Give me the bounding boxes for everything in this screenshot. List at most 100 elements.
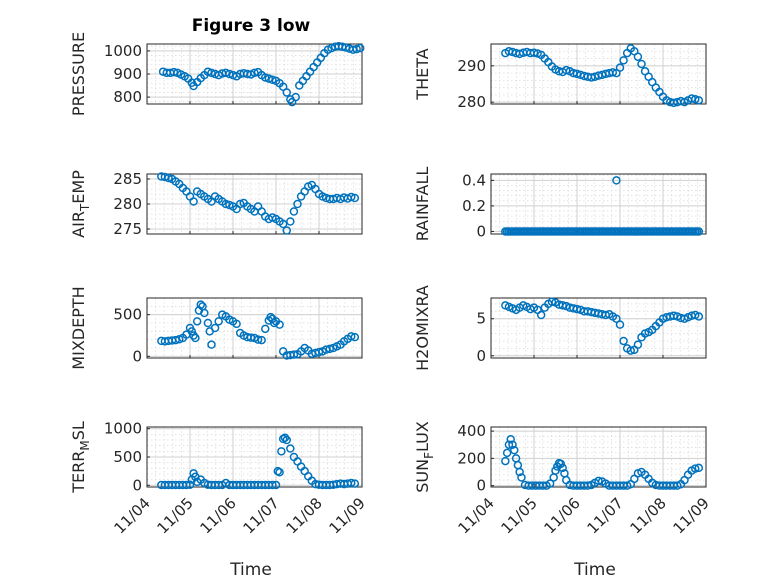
data-point — [615, 63, 625, 72]
x-tick-label: 11/09 — [326, 494, 369, 537]
data-point — [694, 463, 704, 473]
x-axis-label-right: Time — [573, 560, 616, 580]
data-point — [232, 319, 241, 329]
data-point — [545, 479, 555, 488]
data-point — [278, 219, 288, 229]
axes-frame — [490, 426, 707, 488]
data-point — [637, 59, 646, 69]
data-point — [691, 464, 700, 473]
data-point — [268, 480, 277, 490]
data-point — [196, 300, 205, 309]
data-point — [289, 207, 299, 216]
y-tick-label: 200 — [457, 449, 486, 467]
data-point — [264, 74, 274, 83]
y-axis-label: AIRTEMP — [69, 170, 92, 238]
subplot-grid: 800 900 1000 PRESSURE 280 290 THETA 275 280 285 AI… — [69, 32, 713, 537]
data-point — [562, 65, 571, 75]
data-point — [608, 68, 618, 77]
subplot-7: 11/04 11/05 11/06 11/07 11/08 11/09 0 500 1000 TE… — [69, 420, 369, 538]
y-tick-label: 0 — [476, 222, 486, 240]
subplot-5: 0 500 MIXDEPTH — [69, 286, 363, 370]
y-tick-label: 0 — [476, 477, 486, 495]
y-axis-label: H2OMIXRA — [413, 285, 432, 371]
x-tick-label: 11/04 — [455, 494, 498, 537]
data-point — [558, 463, 567, 473]
data-point — [615, 320, 625, 329]
subplot-2: 280 290 THETA — [413, 43, 707, 111]
data-point — [694, 96, 704, 105]
data-point — [355, 43, 365, 53]
y-axis-label: RAINFALL — [413, 167, 432, 242]
data-point — [257, 335, 266, 345]
y-tick-label: 290 — [457, 57, 486, 75]
data-point — [187, 327, 197, 336]
data-point — [221, 68, 231, 78]
x-tick-label: 11/08 — [283, 494, 326, 537]
y-tick-label: 400 — [457, 422, 486, 440]
data-point — [508, 440, 517, 449]
y-tick-label: 0 — [476, 347, 486, 365]
data-point — [191, 333, 200, 343]
data-point — [341, 43, 351, 52]
data-point — [633, 52, 643, 61]
y-tick-label: 275 — [113, 220, 142, 238]
axes-frame — [490, 43, 707, 105]
data-point — [189, 197, 198, 206]
x-tick-label: 11/04 — [111, 494, 154, 537]
data-point — [266, 312, 275, 322]
subplot-4: 0 0.2 0.4 RAINFALL — [413, 167, 707, 242]
data-point — [250, 68, 259, 78]
data-point — [214, 317, 223, 326]
axes-frame — [490, 297, 707, 359]
data-point — [275, 468, 284, 477]
y-axis-label: TERRMSL — [69, 421, 92, 494]
data-point — [350, 332, 360, 342]
subplot-3: 275 280 285 AIRTEMP — [69, 170, 363, 238]
data-point — [325, 344, 334, 354]
data-point — [619, 336, 628, 346]
y-axis-label: SUNFLUX — [413, 421, 436, 493]
x-tick-label: 11/09 — [670, 494, 713, 537]
x-tick-label: 11/05 — [154, 494, 197, 537]
data-point — [572, 69, 582, 79]
data-point — [169, 67, 179, 77]
data-point — [594, 476, 603, 486]
data-point — [633, 340, 643, 349]
data-point — [347, 332, 356, 341]
y-axis-label: THETA — [413, 48, 432, 100]
data-point — [286, 217, 295, 226]
data-point — [619, 56, 628, 65]
data-point — [583, 481, 592, 490]
data-point — [347, 478, 356, 488]
data-point — [164, 173, 173, 183]
data-point — [275, 320, 284, 329]
subplot-8: 11/04 11/05 11/06 11/07 11/08 11/09 0 200 400 SUN… — [413, 421, 713, 537]
data-point — [221, 199, 231, 209]
data-point — [282, 88, 291, 97]
y-axis-label: PRESSURE — [69, 32, 88, 116]
data-point — [347, 192, 356, 202]
subplot-6: 0 5 H2OMIXRA — [413, 285, 707, 371]
data-point — [225, 69, 234, 79]
data-point — [203, 67, 213, 76]
y-tick-label: 1000 — [104, 42, 142, 60]
data-point — [694, 227, 704, 236]
data-point — [558, 301, 567, 310]
data-point — [277, 447, 286, 456]
axes-frame — [146, 297, 363, 359]
x-tick-label: 11/05 — [498, 494, 541, 537]
data-point — [626, 346, 635, 355]
data-point — [203, 318, 213, 328]
data-point — [529, 48, 539, 57]
y-axis-label: MIXDEPTH — [69, 286, 88, 369]
data-point — [182, 480, 191, 490]
subplot-1: 800 900 1000 PRESSURE — [69, 32, 365, 116]
data-point — [280, 433, 290, 443]
data-point — [261, 324, 270, 334]
y-tick-label: 280 — [457, 93, 486, 111]
y-tick-label: 500 — [113, 448, 142, 466]
data-point — [517, 473, 526, 482]
data-point — [510, 445, 519, 455]
y-tick-label: 500 — [113, 306, 142, 324]
